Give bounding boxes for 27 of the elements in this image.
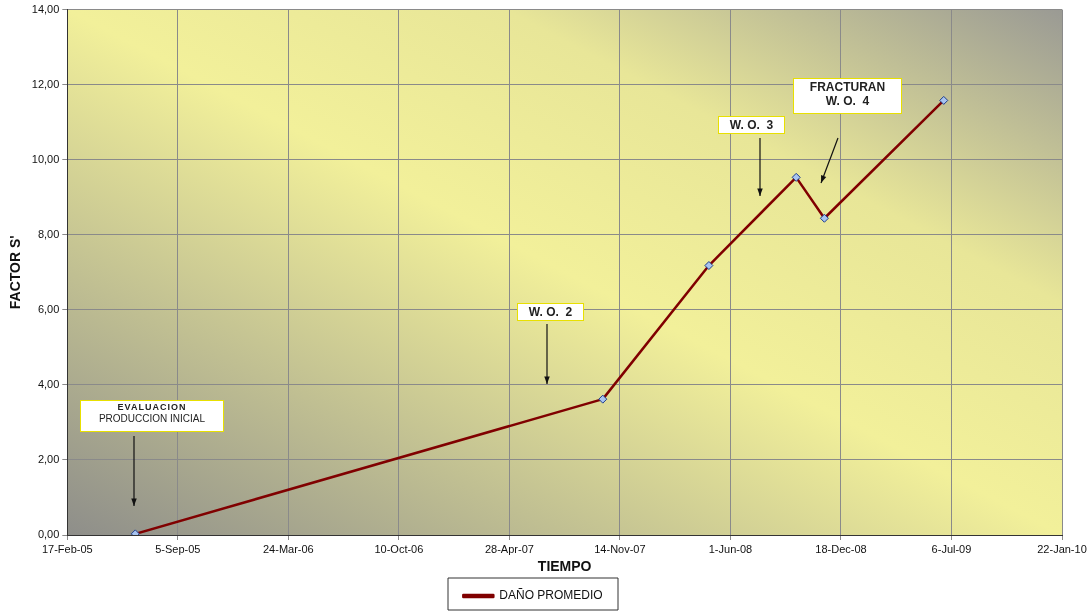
x-tick-label: 18-Dec-08 xyxy=(815,542,867,555)
callout-box: W. O. 3 xyxy=(718,116,785,135)
y-tick-label: 6,00 xyxy=(37,302,60,315)
annotation: FRACTURAN W. O. 4 xyxy=(808,80,887,109)
y-tick-label: 0,00 xyxy=(37,528,60,541)
y-tick-label: 10,00 xyxy=(31,152,60,165)
x-tick-label: 1-Jun-08 xyxy=(708,542,753,555)
callout-box: W. O. 2 xyxy=(517,303,584,322)
y-tick-label: 8,00 xyxy=(37,227,60,240)
x-tick-label: 24-Mar-06 xyxy=(262,542,314,555)
y-tick-label: 14,00 xyxy=(31,2,60,15)
x-tick-label: 10-Oct-06 xyxy=(374,542,424,555)
x-tick-label: 5-Sep-05 xyxy=(155,542,201,555)
y-tick-label: 2,00 xyxy=(37,452,60,465)
x-tick-label: 14-Nov-07 xyxy=(594,542,646,555)
callout-box: FRACTURAN W. O. 4 xyxy=(793,78,902,114)
y-tick-label: 12,00 xyxy=(31,77,60,90)
x-tick-label: 22-Jan-10 xyxy=(1037,542,1087,555)
x-tick-label: 17-Feb-05 xyxy=(41,542,93,555)
y-tick-label: 4,00 xyxy=(37,377,60,390)
y-axis-title: FACTOR S' xyxy=(7,235,24,310)
annotation: EVALUACION PRODUCCION INICIAL xyxy=(97,402,207,425)
legend-label: DAÑO PROMEDIO xyxy=(499,588,603,603)
x-axis-title: TIEMPO xyxy=(537,558,592,575)
callout-box: EVALUACION PRODUCCION INICIAL xyxy=(80,400,224,432)
x-tick-label: 6-Jul-09 xyxy=(931,542,972,555)
x-tick-label: 28-Apr-07 xyxy=(484,542,534,555)
